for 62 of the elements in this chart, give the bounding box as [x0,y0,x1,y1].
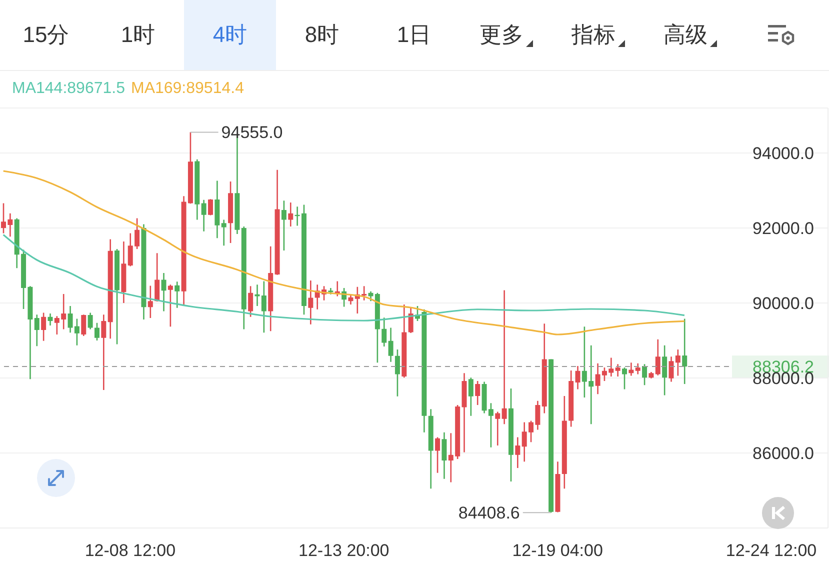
candlestick [408,307,414,334]
candlestick [34,314,40,347]
candlestick [221,219,226,246]
candlestick [468,376,474,417]
candlestick [288,202,294,228]
candlestick [48,312,53,326]
candlestick [682,318,688,385]
candlestick [388,327,394,363]
candlestick [475,380,480,406]
candlestick [442,432,447,480]
y-tick-label: 92000.0 [752,219,814,238]
y-tick-label: 90000.0 [752,294,814,313]
candlestick [675,348,680,376]
candlestick [435,436,440,474]
text: 高级 [664,21,708,49]
candlestick [575,365,580,390]
candlestick [88,312,93,330]
candlestick [154,252,160,302]
text: 15分 [22,21,70,49]
candlestick [41,312,46,342]
candlestick [81,314,86,337]
candlestick [174,280,180,309]
candlestick [208,198,213,216]
candlestick [635,362,640,375]
candlestick [281,200,286,252]
text: 4时 [212,21,248,49]
candlestick [254,284,260,307]
annotation: 94555.0 [221,123,283,142]
candlestick [248,285,254,318]
candlestick [394,348,400,398]
candlestick [622,366,627,390]
candlestick [668,356,674,382]
y-tick-label: 94000.0 [752,144,814,163]
candlestick [615,363,620,378]
candlestick [502,290,507,425]
candlestick [101,314,106,391]
candlestick [168,284,173,328]
candlestick [201,199,206,232]
annotation: 84408.6 [458,504,520,523]
x-tick-label: 12-13 20:00 [298,541,390,560]
text: 1时 [120,21,156,49]
candlestick [94,322,100,342]
y-tick-label: 86000.0 [752,444,814,463]
candlestick [495,411,500,446]
text: MA169:89514.4 [130,80,244,98]
x-tick-label: 12-24 12:00 [726,541,817,560]
candlestick [148,285,153,319]
candlestick [642,363,648,386]
x-tick-label: 12-19 04:00 [512,541,603,560]
candlestick [655,338,660,376]
candlestick [515,436,520,469]
text: 1日 [396,21,432,49]
text: 8时 [304,21,340,49]
text: 指标 [572,21,616,49]
text: MA144:89671.5 [12,80,125,98]
candlestick [662,344,668,396]
x-tick-label: 12-08 12:00 [84,541,176,560]
candlestick [261,280,266,334]
candlestick [308,280,314,326]
text: 更多 [480,21,524,49]
candlestick [161,272,166,312]
candlestick [348,294,354,306]
